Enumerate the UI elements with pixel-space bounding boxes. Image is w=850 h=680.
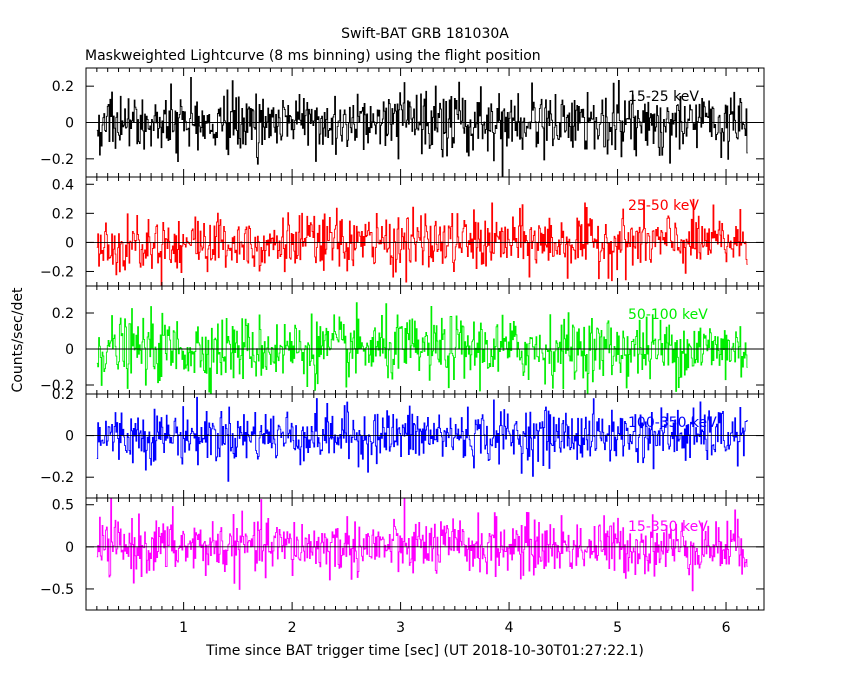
series-line-4 — [96, 498, 748, 592]
y-tick-label-1-3: 0.4 — [52, 177, 74, 193]
series-label-4: 15-350 keV — [628, 519, 708, 535]
x-tick-label-4: 5 — [613, 620, 622, 636]
panels-group: −0.2 0 0.2 15-25 keV −0.2 0 0.2 0.4 25-50 keV −0.… — [40, 67, 765, 636]
series-line-1 — [96, 198, 748, 286]
y-tick-label-3-1: 0 — [65, 429, 74, 445]
y-tick-label-2-1: 0 — [65, 342, 74, 358]
series-label-2: 50-100 keV — [628, 307, 708, 323]
series-label-3: 100-350 keV — [628, 415, 717, 431]
y-tick-label-0-1: 0 — [65, 116, 74, 132]
y-tick-label-4-2: 0.5 — [52, 498, 74, 514]
y-tick-label-2-2: 0.2 — [52, 306, 74, 322]
y-tick-label-1-1: 0 — [65, 235, 74, 251]
y-tick-label-4-0: −0.5 — [40, 582, 74, 598]
chart-title: Swift-BAT GRB 181030A — [341, 26, 509, 42]
y-axis-label: Counts/sec/det — [10, 287, 26, 392]
series-line-0 — [96, 76, 748, 177]
y-tick-label-3-0: −0.2 — [40, 470, 74, 486]
chart-subtitle: Maskweighted Lightcurve (8 ms binning) u… — [85, 48, 541, 64]
y-tick-label-0-0: −0.2 — [40, 152, 74, 168]
x-tick-label-2: 3 — [396, 620, 405, 636]
series-line-3 — [96, 396, 748, 482]
x-axis-label: Time since BAT trigger time [sec] (UT 20… — [205, 643, 644, 659]
x-tick-label-1: 2 — [288, 620, 297, 636]
y-tick-label-1-0: −0.2 — [40, 264, 74, 280]
panel-frame-4 — [85, 497, 765, 611]
y-tick-label-2-0: −0.2 — [40, 378, 74, 394]
series-label-1: 25-50 keV — [628, 198, 699, 214]
series-line-2 — [96, 302, 748, 394]
x-tick-label-0: 1 — [179, 620, 188, 636]
y-tick-label-3-2: 0.2 — [52, 387, 74, 403]
y-tick-label-4-1: 0 — [65, 540, 74, 556]
y-tick-label-1-2: 0.2 — [52, 206, 74, 222]
x-tick-label-3: 4 — [505, 620, 514, 636]
series-label-0: 15-25 keV — [628, 89, 699, 105]
y-tick-label-0-2: 0.2 — [52, 79, 74, 95]
x-tick-label-5: 6 — [722, 620, 731, 636]
